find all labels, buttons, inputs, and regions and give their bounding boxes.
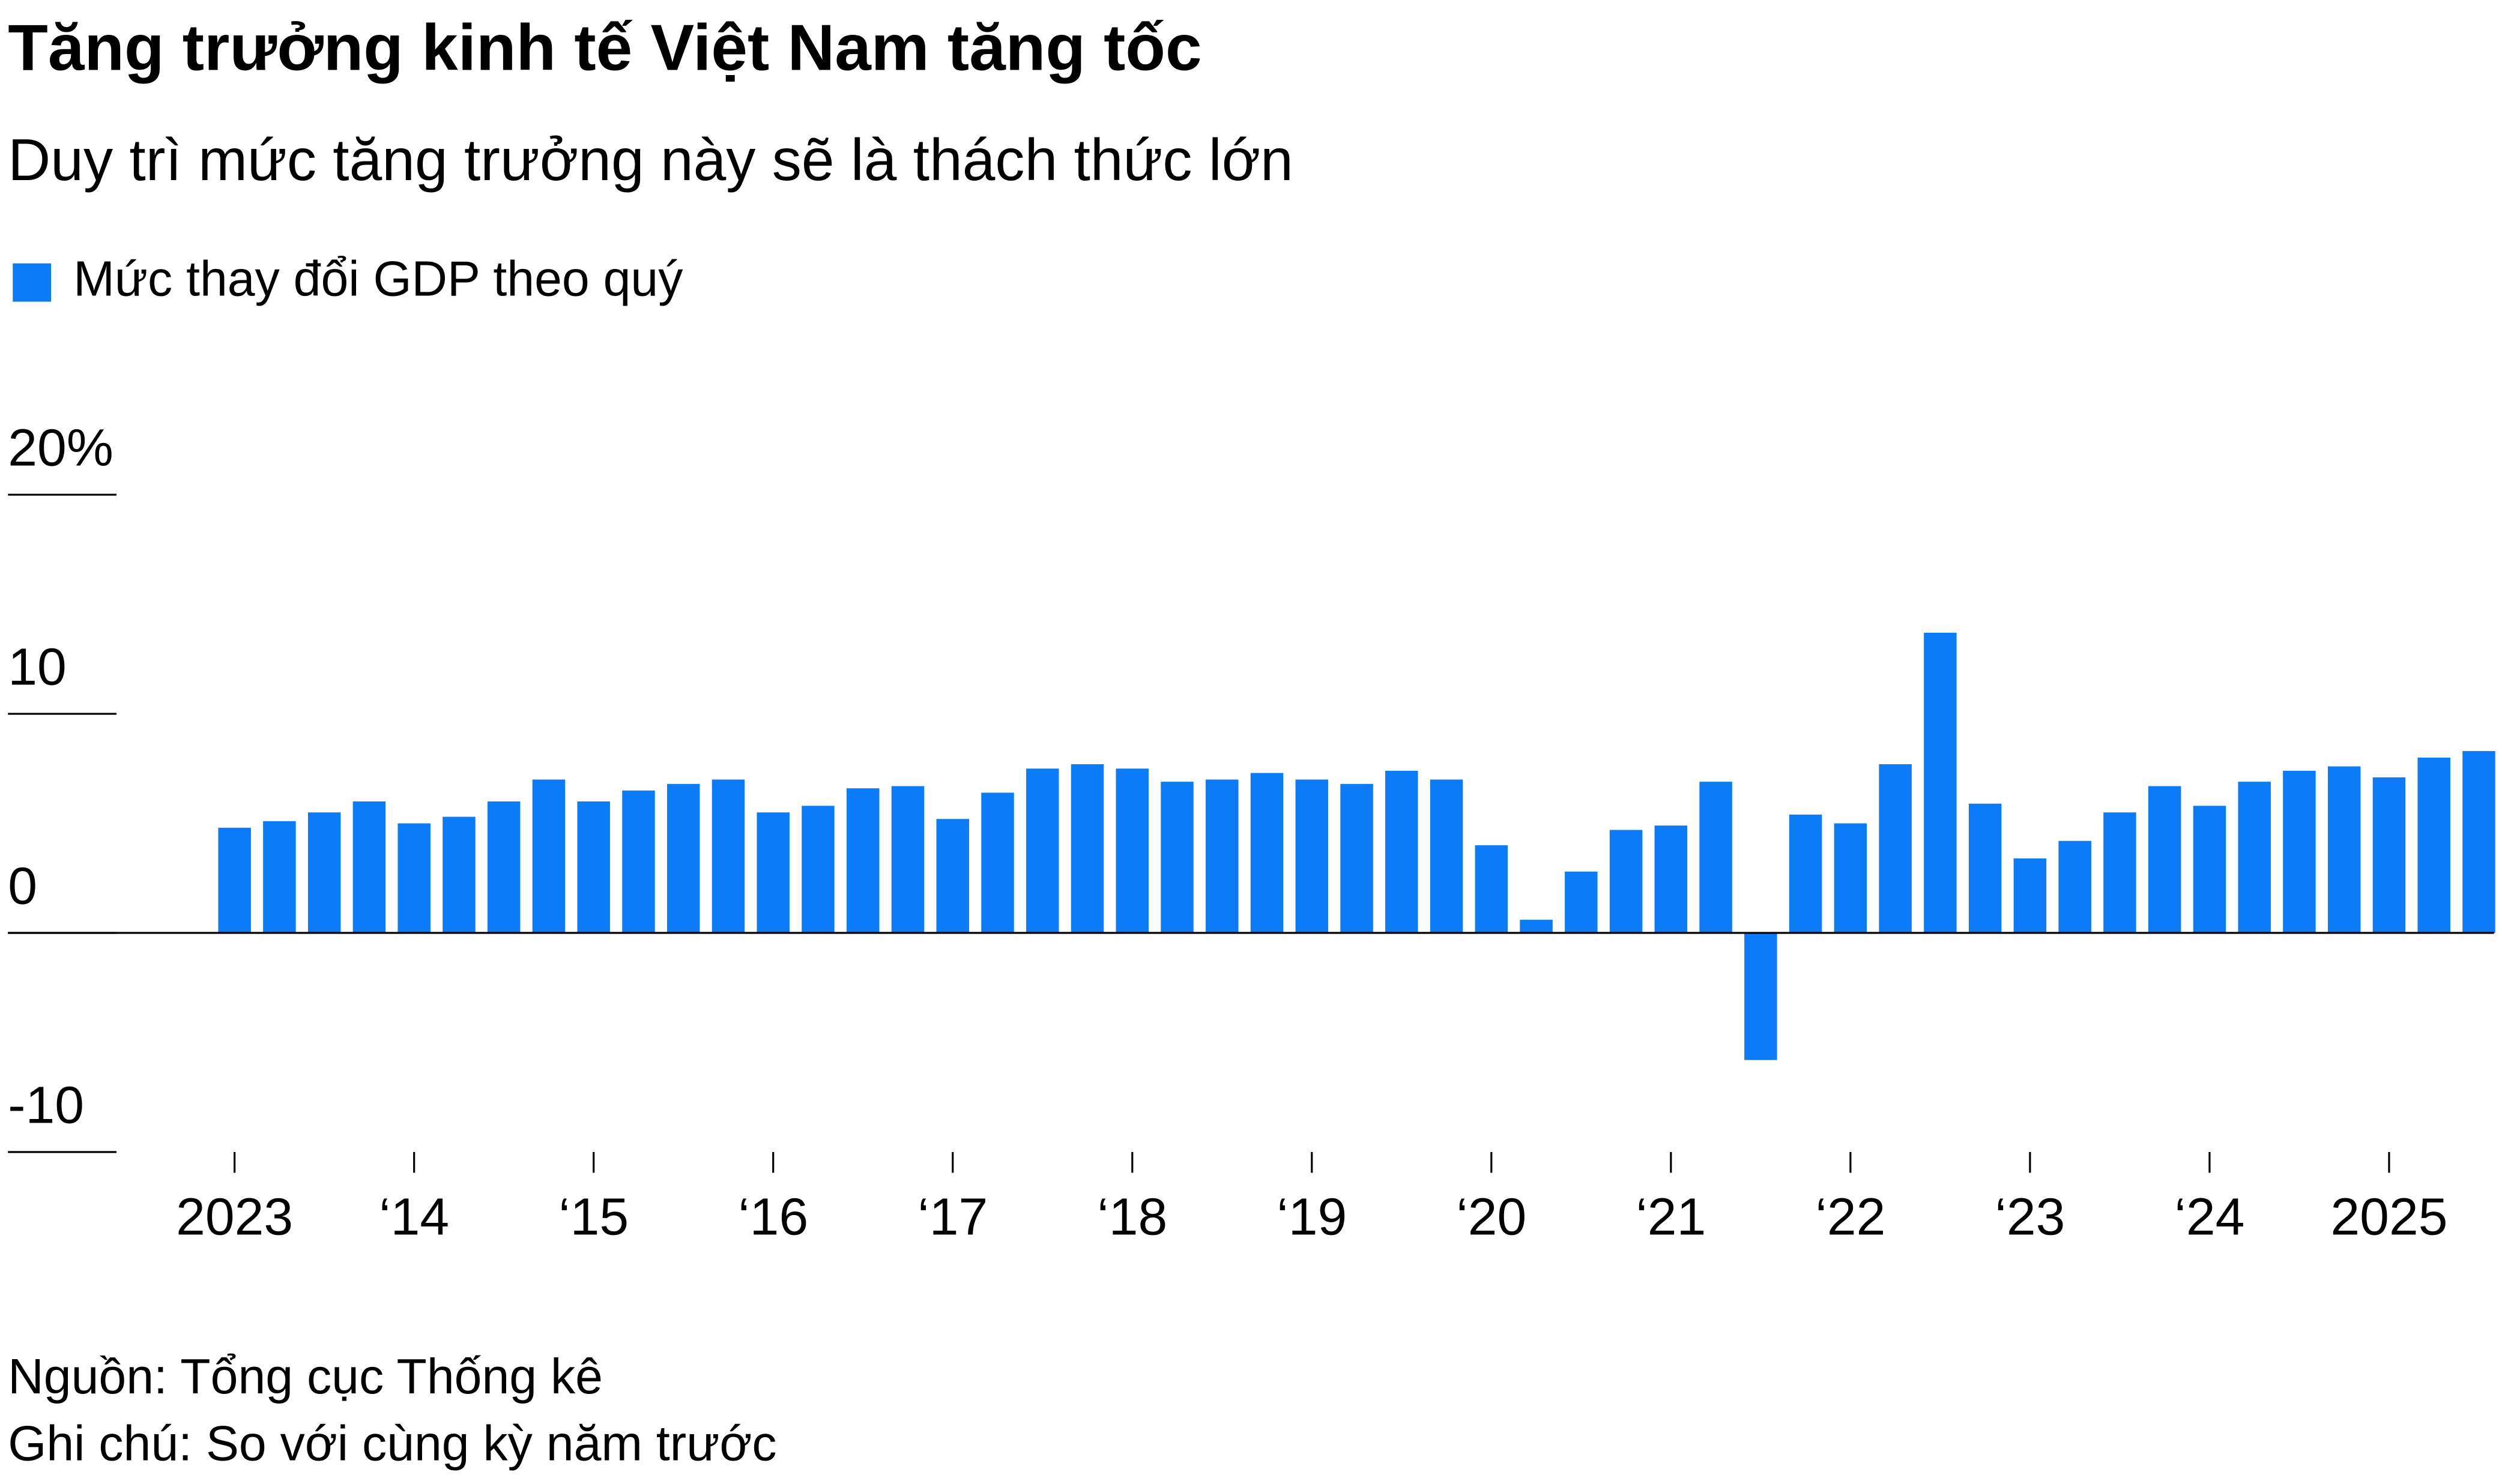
x-tick-label: ‘14 [379,1187,449,1246]
bar [218,827,251,934]
bar [847,788,880,934]
bar [2372,777,2406,934]
chart-title: Tăng trưởng kinh tế Việt Nam tăng tốc [8,11,1201,85]
bar [2283,770,2316,934]
bar [2058,840,2091,934]
y-tick-label: 0 [8,856,37,915]
x-tick-label: ‘17 [917,1187,988,1246]
bar [1385,770,1418,934]
bar [1565,871,1598,934]
bar [1654,825,1688,934]
bar [1206,779,1239,934]
legend-swatch [13,263,52,302]
bar [1699,782,1732,934]
bar [1968,803,2002,934]
bar [891,786,925,934]
bar [1475,845,1508,934]
bar [2417,758,2450,934]
x-tick-label: ‘22 [1815,1187,1885,1246]
bar [1609,830,1643,934]
y-tick-label: 10 [8,637,67,696]
bar [2103,812,2136,934]
bar [1834,823,1867,934]
x-tick-label: ‘15 [558,1187,629,1246]
bar [2193,806,2226,934]
x-tick-label: ‘20 [1456,1187,1526,1246]
bar [2238,782,2271,934]
bar [1026,768,1059,934]
bar [2148,786,2181,934]
x-tick-label: ‘16 [738,1187,808,1246]
note: Ghi chú: So với cùng kỳ năm trước [8,1416,776,1471]
chart-subtitle: Duy trì mức tăng trưởng này sẽ là thách … [8,127,1293,193]
bar [712,779,745,934]
bar [2462,751,2495,934]
legend-label: Mức thay đổi GDP theo quý [73,251,683,306]
bar [487,801,521,934]
x-tick-label: ‘24 [2174,1187,2244,1246]
x-tick-label: 2025 [2330,1187,2447,1246]
bar [2327,766,2361,934]
bar [1924,633,1957,934]
bar [936,819,969,934]
y-tick-label: -10 [8,1075,84,1134]
bar [666,783,700,934]
bar [1295,779,1329,934]
bar [532,779,566,934]
bar [1116,768,1149,934]
y-tick-label: 20% [8,418,113,477]
bar [1879,764,1912,934]
x-tick-label: ‘18 [1097,1187,1167,1246]
bar [1071,764,1104,934]
bar [1161,782,1194,934]
bar [1789,814,1822,934]
bar [2013,858,2047,934]
bar [1340,783,1373,934]
bar [577,801,610,934]
x-tick-label: ‘19 [1277,1187,1347,1246]
bar [263,821,296,934]
bar [1520,920,1553,934]
bar [1250,773,1284,934]
bar [352,801,386,934]
bar [1744,933,1777,1060]
source: Nguồn: Tổng cục Thống kê [8,1349,603,1404]
bar [1430,779,1463,934]
bar [757,812,790,934]
bar [397,823,431,934]
bar [443,816,476,934]
bar [802,806,835,934]
bar [981,792,1014,934]
x-tick-label: 2023 [176,1187,293,1246]
bar [622,790,655,934]
x-tick-label: ‘21 [1636,1187,1706,1246]
bar [307,812,341,934]
x-tick-label: ‘23 [1995,1187,2065,1246]
